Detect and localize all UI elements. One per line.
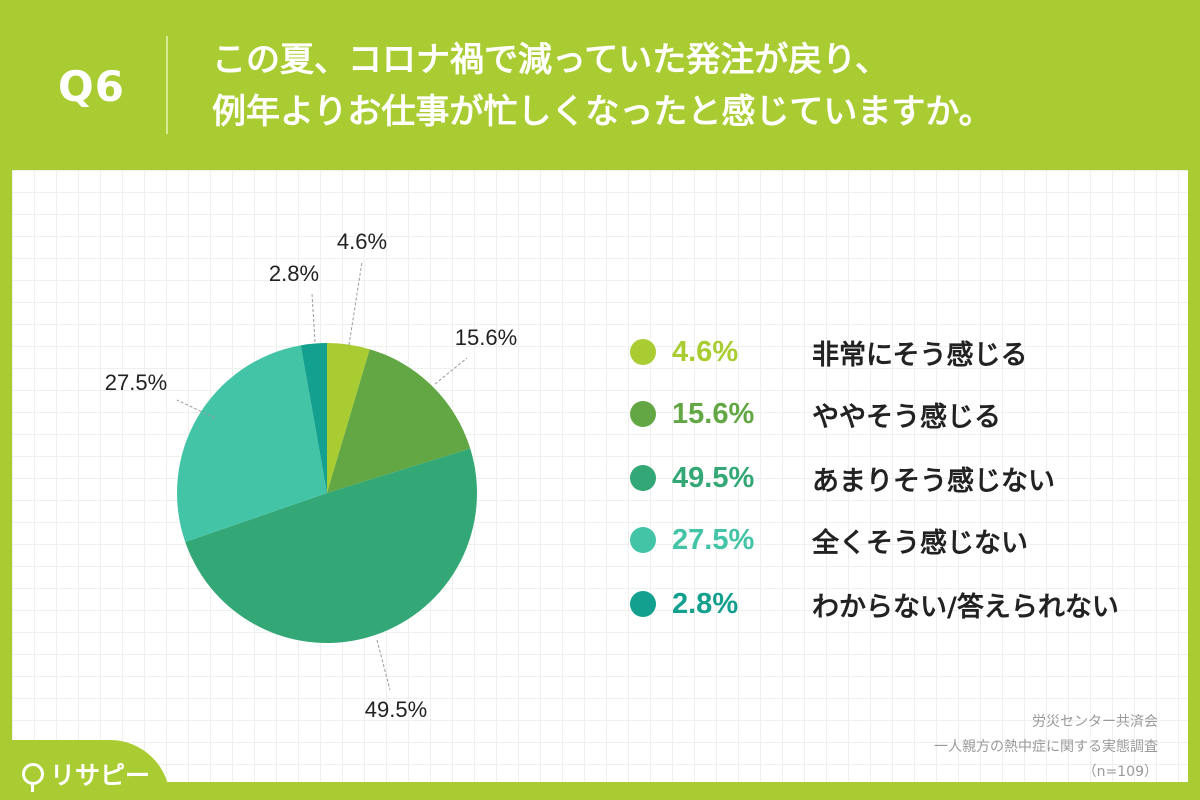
- source-org: 労災センター共済会: [1032, 714, 1158, 730]
- legend-swatch: [630, 339, 656, 365]
- pie-slice: [327, 343, 370, 493]
- chart-panel: 4.6% 15.6% 49.5% 27.5% 2.8% 4.6% 非常にそう感じる 15…: [12, 170, 1188, 782]
- legend-item: 49.5% あまりそう感じない: [630, 458, 1055, 498]
- slice-data-label: 15.6%: [455, 325, 517, 350]
- brand-logo: リサピー: [22, 756, 150, 792]
- label-leader-line: [434, 357, 468, 385]
- legend-percent: 4.6%: [672, 335, 739, 368]
- slice-data-label: 2.8%: [269, 261, 319, 286]
- legend-item: 27.5% 全くそう感じない: [630, 520, 1028, 560]
- pie-slice: [176, 345, 327, 543]
- source-sample-size: （n=109）: [1082, 764, 1158, 780]
- legend-swatch: [630, 527, 656, 553]
- legend-item: 15.6% ややそう感じる: [630, 394, 1001, 434]
- brand-logo-text: リサピー: [50, 761, 151, 790]
- header-divider: [166, 36, 168, 134]
- question-number: Q6: [58, 62, 125, 111]
- label-leader-line: [176, 399, 216, 419]
- legend-label: 非常にそう感じる: [812, 339, 1028, 371]
- pie-slice: [185, 448, 478, 644]
- slice-data-label: 27.5%: [105, 370, 167, 395]
- question-title: この夏、コロナ禍で減っていた発注が戻り、 例年よりお仕事が忙しくなったと感じてい…: [212, 34, 1172, 138]
- pie-slice: [300, 343, 327, 493]
- pie-slice: [327, 349, 471, 493]
- label-leader-line: [348, 261, 363, 346]
- legend-item: 4.6% 非常にそう感じる: [630, 332, 1027, 372]
- legend-swatch: [630, 591, 656, 617]
- legend-label: あまりそう感じない: [812, 465, 1055, 497]
- legend-label: わからない/答えられない: [812, 591, 1119, 623]
- legend-label: 全くそう感じない: [812, 527, 1028, 559]
- legend-percent: 27.5%: [672, 523, 755, 556]
- label-leader-line: [311, 293, 316, 343]
- source-note: 労災センター共済会 一人親方の熱中症に関する実態調査 （n=109）: [934, 710, 1158, 785]
- slice-data-label: 49.5%: [365, 697, 427, 722]
- legend-swatch: [630, 465, 656, 491]
- label-leader-line: [376, 639, 391, 691]
- pie-chart: 4.6% 15.6% 49.5% 27.5% 2.8%: [105, 229, 517, 722]
- legend-percent: 15.6%: [672, 397, 755, 430]
- legend-percent: 2.8%: [672, 587, 739, 620]
- legend-percent: 49.5%: [672, 461, 755, 494]
- legend-label: ややそう感じる: [812, 401, 1001, 433]
- question-title-line-1: この夏、コロナ禍で減っていた発注が戻り、: [212, 40, 889, 80]
- legend-item: 2.8% わからない/答えられない: [630, 584, 1119, 624]
- slice-data-label: 4.6%: [337, 229, 387, 254]
- source-survey: 一人親方の熱中症に関する実態調査: [934, 739, 1158, 755]
- question-title-line-2: 例年よりお仕事が忙しくなったと感じていますか。: [212, 92, 993, 132]
- pin-icon: [22, 763, 44, 792]
- legend-swatch: [630, 401, 656, 427]
